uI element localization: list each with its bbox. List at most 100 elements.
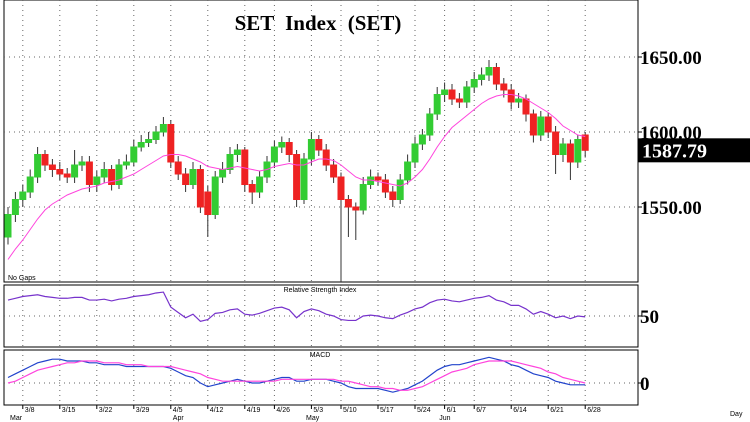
candle-body	[137, 142, 145, 148]
month-label: May	[306, 415, 320, 422]
x-tick-label: 3/15	[62, 407, 76, 414]
x-tick-label: 6/7	[476, 407, 486, 414]
candle-body	[359, 184, 367, 211]
y-tick-label: 50	[640, 307, 659, 328]
indicator-line	[7, 291, 586, 322]
candle-body	[19, 191, 27, 200]
candle-body	[433, 94, 441, 115]
candle-body	[544, 116, 552, 133]
candle-body	[448, 89, 456, 100]
candle-body	[78, 161, 86, 166]
candle-body	[478, 74, 486, 80]
candle-body	[374, 176, 382, 181]
candle-body	[470, 79, 478, 88]
x-tick-label: 6/28	[587, 407, 601, 414]
x-tick-label: 5/10	[343, 407, 357, 414]
candle-body	[196, 169, 204, 208]
candle-body	[507, 89, 515, 103]
x-tick-label: 5/24	[417, 407, 431, 414]
candle-body	[455, 98, 463, 103]
x-tick-label: 4/19	[247, 407, 261, 414]
candle-body	[426, 113, 434, 136]
last-price-box	[638, 138, 750, 163]
candle-body	[352, 206, 360, 211]
candle-body	[256, 176, 264, 193]
candle-body	[189, 169, 197, 185]
x-tick-label: 4/5	[173, 407, 183, 414]
candle-body	[285, 142, 293, 155]
candle-body	[337, 176, 345, 200]
candle-body	[522, 98, 530, 115]
x-tick-label: 3/29	[136, 407, 150, 414]
candle-body	[529, 113, 537, 136]
indicator-line	[7, 360, 586, 391]
candle-body	[315, 139, 323, 151]
candle-body	[226, 154, 234, 170]
candle-body	[389, 191, 397, 200]
candle-body	[500, 83, 508, 91]
y-tick-label: 1650.00	[640, 48, 702, 69]
candle-body	[418, 134, 426, 145]
candle-body	[41, 154, 49, 166]
candle-body	[204, 191, 212, 215]
x-tick-label: 6/21	[550, 407, 564, 414]
candle-body	[441, 89, 449, 95]
candle-body	[4, 214, 12, 238]
candle-body	[56, 169, 64, 175]
panel-title: Relative Strength Index	[284, 287, 357, 294]
candle-body	[108, 169, 116, 185]
indicator-line	[7, 356, 586, 393]
candle-body	[270, 146, 278, 163]
candle-body	[396, 179, 404, 200]
candle-body	[293, 154, 301, 200]
candle-body	[93, 176, 101, 185]
panel-title: MACD	[310, 352, 331, 359]
candle-body	[130, 146, 138, 163]
month-label: Apr	[173, 415, 185, 422]
candle-body	[122, 161, 130, 166]
candle-body	[71, 164, 79, 178]
x-tick-label: 3/8	[25, 407, 35, 414]
candle-body	[515, 98, 523, 103]
candle-body	[278, 142, 286, 148]
candle-body	[219, 169, 227, 178]
x-axis-label: Day	[730, 411, 743, 418]
candle-body	[485, 67, 493, 76]
candle-body	[566, 143, 574, 163]
candle-body	[174, 161, 182, 175]
candle-body	[211, 176, 219, 215]
x-tick-label: 5/3	[313, 407, 323, 414]
candle-body	[182, 173, 190, 185]
candle-body	[574, 139, 582, 163]
y-tick-label: 1550.00	[640, 198, 702, 219]
candle-body	[63, 173, 71, 178]
candle-body	[100, 169, 108, 178]
x-tick-label: 5/17	[380, 407, 394, 414]
y-tick-label: 0	[640, 374, 650, 395]
candle-body	[115, 164, 123, 185]
x-tick-label: 6/1	[447, 407, 457, 414]
candle-body	[344, 199, 352, 208]
candle-body	[307, 139, 315, 160]
x-tick-label: 3/22	[99, 407, 113, 414]
x-tick-label: 4/12	[210, 407, 224, 414]
candle-body	[26, 176, 34, 193]
candle-body	[34, 154, 42, 178]
candle-body	[152, 131, 160, 140]
candle-body	[233, 149, 241, 155]
candle-body	[145, 139, 153, 143]
last-price-label: 1587.79	[642, 140, 707, 162]
candle-body	[463, 86, 471, 103]
month-label: Jun	[439, 415, 450, 422]
candle-body	[381, 179, 389, 193]
candle-body	[330, 164, 338, 178]
candle-body	[85, 161, 93, 185]
candle-body	[300, 158, 308, 200]
chart-title: SET Index (SET)	[235, 11, 402, 35]
candle-body	[322, 149, 330, 166]
candle-body	[559, 143, 567, 155]
candle-body	[167, 124, 175, 163]
candle-body	[492, 67, 500, 85]
